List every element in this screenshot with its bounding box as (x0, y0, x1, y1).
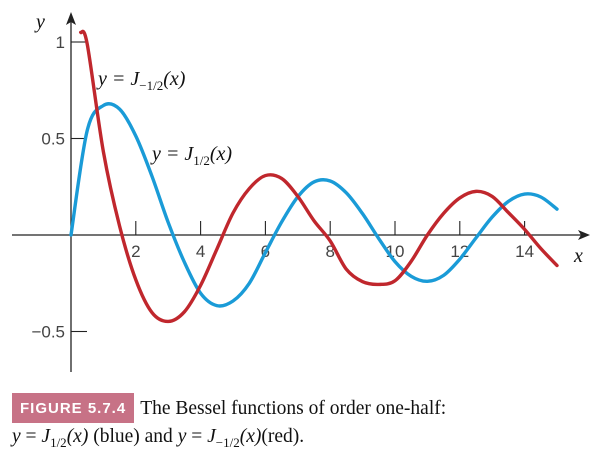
axes (12, 12, 590, 372)
caption-line-1: FIGURE 5.7.4 The Bessel functions of orde… (12, 393, 597, 423)
y-tick-label: 0.5 (41, 130, 65, 149)
cap-x1: (x) (66, 426, 89, 447)
cap-sub1: 1/2 (50, 434, 67, 450)
cap-eq1: = (20, 426, 42, 447)
caption-text-1: The Bessel functions of order one-half: (140, 398, 447, 419)
cap-eq2: = (186, 426, 208, 447)
cap-sub2: −1/2 (215, 434, 240, 450)
x-axis-label: x (573, 245, 583, 267)
y-tick-label: −0.5 (31, 323, 65, 342)
cap-y1: y (12, 426, 21, 447)
y-axis-label: y (34, 11, 45, 33)
caption-line-2: y = J1/2(x) (blue) and y = J−1/2(x)(red)… (12, 423, 597, 456)
y-axis-arrow (66, 12, 76, 25)
labels: x y y = J1/2(x) y = J−1/2(x) (34, 11, 583, 267)
figure-caption: FIGURE 5.7.4 The Bessel functions of orde… (12, 393, 597, 456)
x-tick-label: 12 (450, 242, 469, 261)
x-tick-label: 4 (196, 242, 205, 261)
x-tick-label: 8 (325, 242, 334, 261)
cap-J1: J (41, 426, 51, 447)
y-tick-label: 1 (56, 33, 65, 52)
cap-x2: (x) (239, 426, 262, 447)
series-line-J_neg_half (79, 29, 559, 324)
figure-label: FIGURE 5.7.4 (12, 393, 135, 423)
x-axis-arrow (578, 230, 590, 240)
cap-red: (red). (261, 426, 305, 447)
cap-blue: (blue) and (88, 426, 178, 447)
cap-y2: y (177, 426, 187, 447)
x-tick-label: 2 (131, 242, 140, 261)
series-line-J_half (69, 102, 559, 308)
series-label-J_neg_half: y = J−1/2(x) (96, 68, 186, 93)
series-label-J_half: y = J1/2(x) (150, 143, 232, 168)
cap-J2: J (207, 426, 216, 447)
curves (69, 29, 559, 324)
x-tick-label: 14 (515, 242, 534, 261)
